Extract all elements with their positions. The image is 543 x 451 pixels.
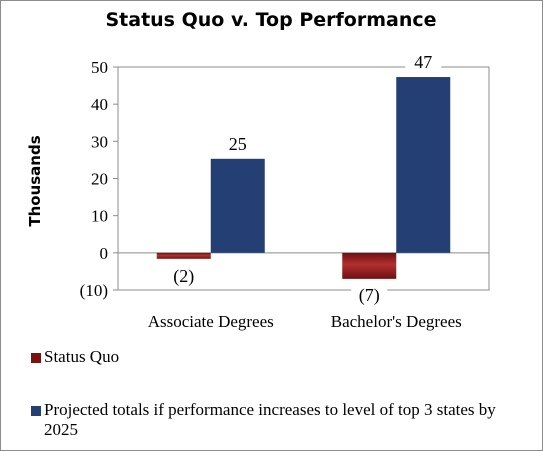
legend-item-status-quo: Status Quo	[31, 347, 531, 367]
category-label: Associate Degrees	[148, 312, 274, 331]
value-label-bg	[351, 282, 388, 305]
bar-status-quo	[342, 252, 397, 279]
value-label-bg	[165, 263, 202, 286]
value-label: 25	[229, 134, 247, 154]
bars	[156, 77, 451, 279]
y-tick-label: (10)	[80, 281, 108, 300]
legend-item-projected: Projected totals if performance increase…	[31, 400, 531, 440]
legend-label-projected: Projected totals if performance increase…	[44, 400, 496, 439]
bar-status-quo	[156, 252, 211, 259]
bar-projected	[396, 77, 451, 253]
value-label-bg	[405, 50, 442, 73]
legend-swatch-status-quo	[31, 353, 41, 363]
y-tick-label: 20	[91, 170, 108, 189]
value-label: (2)	[173, 266, 194, 287]
value-label: 47	[414, 52, 432, 72]
legend-swatch-projected	[31, 406, 41, 416]
category-labels: Associate Degrees Bachelor's Degrees	[148, 312, 462, 331]
y-tick-label: 40	[91, 95, 108, 114]
value-label-bg	[219, 131, 256, 154]
category-label: Bachelor's Degrees	[331, 312, 462, 331]
y-tick-label: 0	[100, 244, 109, 263]
value-labels: (2) 25 (7) 47	[165, 50, 442, 306]
bar-projected	[210, 158, 265, 253]
legend: Status Quo Projected totals if performan…	[31, 347, 531, 440]
y-tick-label: 30	[91, 132, 108, 151]
legend-label-status-quo: Status Quo	[44, 347, 120, 366]
y-tick-label: 10	[91, 207, 108, 226]
value-label: (7)	[359, 285, 380, 306]
chart-title: Status Quo v. Top Performance	[105, 9, 436, 31]
y-tick-label: 50	[91, 58, 108, 77]
y-axis-label: Thousands	[26, 135, 44, 226]
